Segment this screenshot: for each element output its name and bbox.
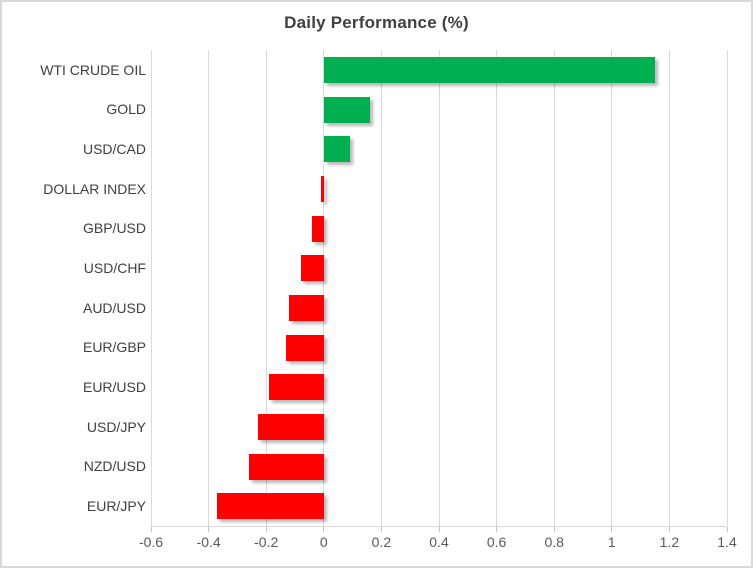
bar-negative (217, 493, 324, 520)
gridline (150, 50, 152, 526)
bar-negative (248, 453, 324, 480)
bar-negative (269, 374, 324, 401)
bar-negative (257, 413, 324, 440)
x-axis-tick (611, 527, 613, 532)
category-label: AUD/USD (82, 299, 146, 316)
x-axis-tick (380, 527, 382, 532)
category-label: DOLLAR INDEX (43, 180, 146, 197)
category-label: GOLD (106, 101, 146, 118)
category-label: EUR/USD (82, 379, 146, 396)
gridline (496, 50, 498, 526)
category-label: EUR/GBP (82, 339, 146, 356)
gridline (611, 50, 613, 526)
x-tick-label: -0.6 (138, 534, 164, 550)
x-axis-tick (438, 527, 440, 532)
gridline (265, 50, 267, 526)
bar-positive (323, 136, 350, 163)
x-tick-label: 0.6 (486, 534, 507, 550)
x-axis-tick (726, 527, 728, 532)
category-label: WTI CRUDE OIL (40, 61, 146, 78)
bar-negative (320, 175, 324, 202)
bar-positive (323, 96, 370, 123)
x-tick-label: -0.2 (254, 534, 279, 550)
bar-positive (323, 56, 655, 83)
category-label: USD/CAD (82, 141, 146, 158)
x-axis-tick (265, 527, 267, 532)
x-axis-tick (150, 527, 152, 532)
gridline (553, 50, 555, 526)
x-tick-label: 1 (607, 534, 616, 550)
x-axis-tick (208, 527, 210, 532)
bar-negative (300, 255, 324, 282)
x-tick-label: -0.4 (196, 534, 221, 550)
x-axis-tick (323, 527, 325, 532)
x-axis-tick (496, 527, 498, 532)
gridline (380, 50, 382, 526)
x-tick-label: 0 (319, 534, 328, 550)
category-label: NZD/USD (83, 458, 146, 475)
gridline (726, 50, 728, 526)
bar-negative (289, 294, 324, 321)
chart-title: Daily Performance (%) (284, 13, 469, 32)
gridline (438, 50, 440, 526)
gridline (208, 50, 210, 526)
gridline (323, 50, 325, 526)
category-label: GBP/USD (82, 220, 146, 237)
x-axis-line (151, 526, 727, 527)
category-label: USD/JPY (86, 418, 146, 435)
x-axis-tick (553, 527, 555, 532)
bar-negative (312, 215, 324, 242)
x-tick-label: 0.4 (429, 534, 449, 550)
x-tick-label: 1.4 (717, 534, 737, 550)
x-tick-label: 0.8 (544, 534, 564, 550)
category-label: EUR/JPY (86, 498, 146, 515)
bar-negative (286, 334, 324, 361)
category-label: USD/CHF (83, 260, 146, 277)
x-tick-label: 1.2 (659, 534, 680, 550)
gridline (668, 50, 670, 526)
x-axis-tick (668, 527, 670, 532)
x-tick-label: 0.2 (371, 534, 392, 550)
